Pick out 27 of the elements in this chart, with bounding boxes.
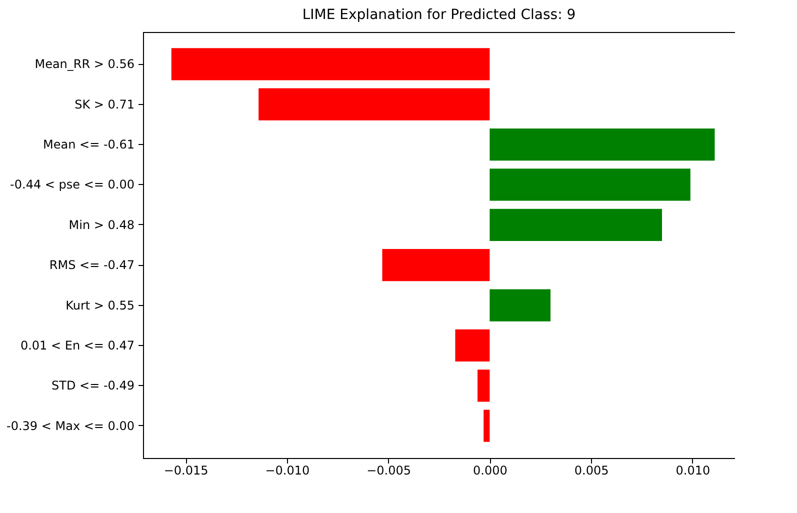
bar xyxy=(490,208,662,241)
y-tick-label: SK > 0.71 xyxy=(74,97,134,112)
y-tick-label: -0.44 < pse <= 0.00 xyxy=(10,178,134,192)
y-tick-label: Min > 0.48 xyxy=(68,218,134,232)
x-tick-label: −0.015 xyxy=(164,464,208,478)
y-tick-label: 0.01 < En <= 0.47 xyxy=(20,338,134,352)
y-tick-label: -0.39 < Max <= 0.00 xyxy=(6,418,134,433)
x-tick-label: −0.010 xyxy=(265,464,310,478)
x-tick-label: 0.000 xyxy=(473,464,508,478)
y-tick-label: STD <= -0.49 xyxy=(52,378,134,393)
bar xyxy=(171,48,490,80)
chart-title: LIME Explanation for Predicted Class: 9 xyxy=(302,7,576,23)
bar xyxy=(490,168,690,201)
bar xyxy=(382,249,490,282)
x-tick-label: 0.010 xyxy=(676,464,710,478)
bar xyxy=(258,88,490,120)
y-tick-label: Kurt > 0.55 xyxy=(66,298,134,312)
x-tick-label: −0.005 xyxy=(366,464,412,478)
y-tick-label: Mean <= -0.61 xyxy=(43,138,134,152)
bar xyxy=(478,370,490,402)
bar xyxy=(484,410,490,442)
bar xyxy=(455,329,490,362)
y-tick-label: RMS <= -0.47 xyxy=(49,258,134,272)
bar xyxy=(490,289,551,322)
y-tick-label: Mean_RR > 0.56 xyxy=(34,57,134,72)
x-tick-label: 0.005 xyxy=(574,464,609,478)
bar xyxy=(490,128,715,161)
